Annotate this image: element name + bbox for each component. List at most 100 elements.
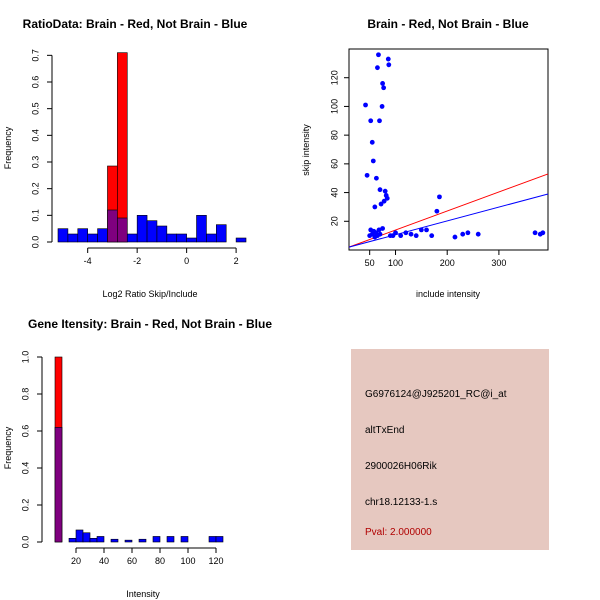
y-tick-label: 0.0 [30, 236, 40, 249]
y-tick-label: 0.6 [20, 425, 30, 438]
x-tick-label: 100 [388, 258, 403, 268]
y-tick-label: 0.4 [20, 462, 30, 475]
scatter-point [368, 118, 374, 124]
scatter-point [398, 233, 404, 239]
scatter-point [429, 233, 435, 239]
scatter-point [475, 231, 481, 237]
scatter-title: Brain - Red, Not Brain - Blue [367, 17, 529, 31]
bar-not-brain [77, 228, 88, 243]
scatter-point [369, 139, 375, 145]
gene-name: 2900026H06Rik [365, 461, 437, 472]
x-tick-label: 120 [208, 556, 223, 566]
scatter-point [372, 204, 378, 210]
bar-not-brain [235, 237, 247, 243]
y-tick-label: 0.3 [30, 156, 40, 169]
scatter-point [370, 158, 376, 164]
scatter-plot-box [348, 48, 549, 251]
scatter-point [434, 208, 440, 214]
scatter-point [408, 231, 414, 237]
scatter-point [381, 85, 387, 91]
bar-not-brain [96, 536, 105, 543]
bar-not-brain [206, 233, 217, 243]
scatter-point [384, 195, 390, 201]
y-tick-label: 20 [329, 216, 339, 226]
scatter-point [377, 118, 382, 124]
scatter-point [424, 227, 429, 233]
bar-not-brain [82, 532, 91, 543]
scatter-point [379, 104, 385, 109]
scatter-point [393, 230, 398, 236]
x-tick-label: 80 [155, 556, 165, 566]
scatter-point [380, 81, 385, 86]
bar-not-brain [57, 228, 69, 243]
y-tick-label: 0.4 [30, 129, 40, 142]
scatter-point [465, 230, 471, 236]
x-tick-label: 50 [365, 258, 375, 268]
bar-not-brain [75, 529, 84, 543]
y-tick-label: 0.8 [20, 388, 30, 401]
scatter-point [376, 227, 382, 233]
x-tick-label: 20 [71, 556, 81, 566]
scatter-point [377, 231, 383, 237]
y-tick-label: 0.1 [30, 209, 40, 222]
ratio-histogram-ylabel: Frequency [3, 126, 13, 169]
bar-not-brain [215, 536, 224, 543]
scatter-point [385, 56, 391, 62]
y-tick-label: 60 [329, 159, 339, 169]
x-tick-label: 40 [99, 556, 109, 566]
scatter-point [381, 198, 387, 204]
y-tick-label: 0.2 [20, 499, 30, 512]
scatter-point [413, 233, 419, 239]
bar-overlap [107, 209, 118, 243]
scatter-point [532, 230, 538, 236]
bar-not-brain [176, 233, 187, 243]
intensity-histogram-ylabel: Frequency [3, 426, 13, 469]
scatter-point [418, 227, 424, 233]
intensity-histogram-title: Gene Itensity: Brain - Red, Not Brain - … [28, 317, 272, 331]
probe-id: G6976124@J925201_RC@i_at [365, 389, 507, 400]
x-tick-label: 2 [234, 256, 239, 266]
bar-brain [117, 52, 128, 243]
y-tick-label: 0.0 [20, 536, 30, 549]
scatter-ylabel: skip intensity [301, 124, 311, 176]
scatter-point [403, 230, 409, 236]
bar-not-brain [124, 539, 133, 543]
bar-not-brain [126, 233, 138, 243]
bar-not-brain [89, 537, 98, 543]
bar-not-brain [87, 233, 98, 243]
bar-not-brain [156, 225, 168, 243]
probe-info-panel: G6976124@J925201_RC@i_at altTxEnd 290002… [351, 349, 549, 550]
bar-not-brain [166, 536, 175, 543]
y-tick-label: 0.7 [30, 49, 40, 62]
x-tick-label: 200 [440, 258, 455, 268]
bar-not-brain [136, 215, 148, 243]
bar-not-brain [208, 536, 217, 543]
y-tick-label: 100 [329, 99, 339, 114]
scatter-point [437, 194, 442, 200]
scatter-point [382, 188, 388, 194]
p-value: Pval: 2.000000 [365, 527, 432, 538]
scatter-point [377, 187, 383, 193]
regression-line-blue [348, 193, 549, 248]
y-tick-label: 1.0 [20, 351, 30, 364]
x-tick-label: 0 [184, 256, 189, 266]
scatter-point [452, 234, 458, 240]
genomic-location: chr18.12133-1.s [365, 497, 438, 508]
bar-overlap [117, 217, 128, 243]
bar-not-brain [110, 538, 119, 543]
scatter-point [373, 175, 379, 181]
intensity-scatter-panel: Brain - Red, Not Brain - Blue include in… [301, 17, 549, 299]
bar-not-brain [180, 536, 189, 543]
bar-not-brain [196, 215, 207, 243]
y-tick-label: 0.6 [30, 76, 40, 89]
bar-not-brain [166, 233, 178, 243]
bar-not-brain [146, 220, 158, 243]
y-tick-label: 80 [329, 130, 339, 140]
bar-not-brain [67, 233, 79, 243]
bar-not-brain [68, 537, 77, 543]
bar-not-brain [216, 224, 227, 243]
scatter-point [386, 62, 392, 68]
scatter-xlabel: include intensity [416, 289, 481, 299]
bar-not-brain [152, 536, 161, 543]
